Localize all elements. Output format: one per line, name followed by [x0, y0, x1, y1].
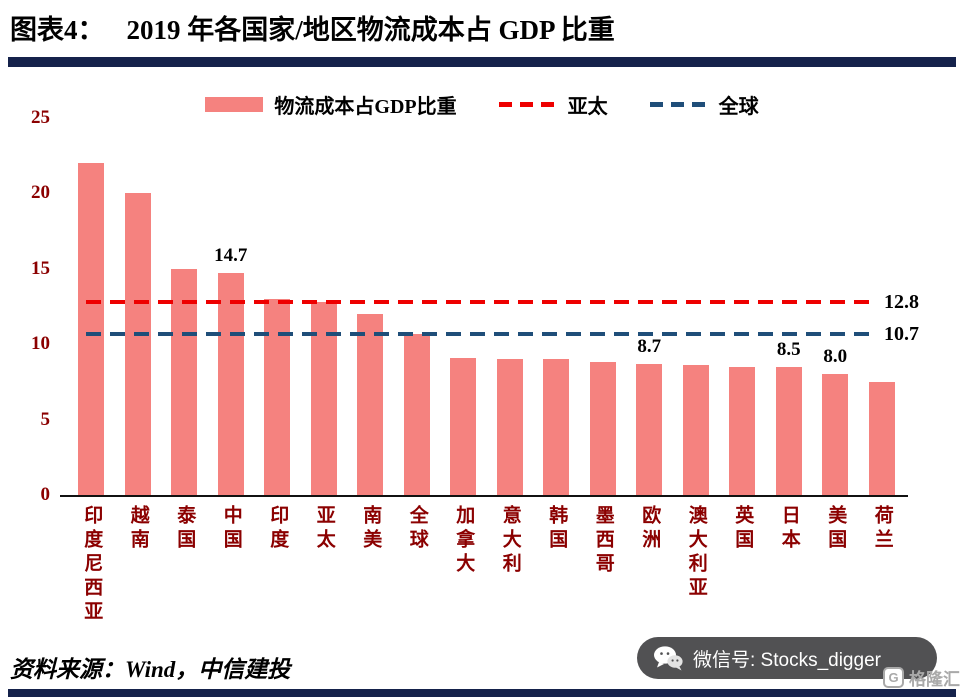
x-axis-category-label: 日本 — [778, 505, 800, 553]
x-axis-category-label: 印度 — [267, 505, 289, 553]
legend-item: 亚太 — [498, 90, 608, 119]
bar — [729, 366, 756, 495]
bar-value-label: 8.0 — [823, 346, 848, 368]
x-axis-line — [60, 495, 908, 497]
legend-label: 物流成本占GDP比重 — [274, 96, 457, 118]
bar — [822, 374, 849, 495]
bar — [496, 359, 523, 495]
x-axis-category-label: 欧洲 — [639, 505, 661, 553]
reference-line-global — [86, 331, 876, 336]
y-axis-tick-label: 25 — [31, 107, 50, 128]
wechat-label: 微信号: Stocks_digger — [693, 649, 881, 671]
bottom-divider — [8, 689, 956, 697]
x-axis-category-label: 意大利 — [499, 505, 521, 577]
y-axis-tick-label: 20 — [31, 182, 50, 204]
legend-item: 物流成本占GDP比重 — [205, 90, 457, 119]
bar — [450, 357, 477, 495]
x-axis-category-label: 全球 — [406, 505, 428, 553]
x-axis-category-label: 澳大利亚 — [685, 505, 707, 601]
x-axis-category-label: 亚太 — [313, 505, 335, 553]
y-axis-tick-label: 0 — [40, 484, 51, 505]
x-axis-category-label: 南美 — [360, 505, 382, 553]
bar-value-label: 14.7 — [214, 245, 248, 267]
bar — [78, 163, 105, 495]
legend-dash-swatch — [498, 102, 557, 107]
y-axis-tick-label: 10 — [31, 333, 50, 355]
x-axis-category-label: 英国 — [732, 505, 754, 553]
bar-value-label: 8.5 — [776, 338, 801, 360]
legend-label: 亚太 — [567, 96, 608, 118]
bar — [217, 273, 244, 495]
figure-header: 图表4： 2019 年各国家/地区物流成本占 GDP 比重 — [10, 8, 615, 47]
figure-title: 2019 年各国家/地区物流成本占 GDP 比重 — [126, 15, 615, 45]
reference-line-apac — [86, 299, 876, 304]
y-axis-tick-label: 15 — [31, 257, 50, 279]
wechat-icon — [654, 645, 683, 670]
x-axis-category-label: 泰国 — [174, 505, 196, 553]
source-note: 资料来源：Wind，中信建投 — [10, 657, 291, 682]
gelonghui-logo-text: 格隆汇 — [909, 670, 960, 689]
chart-legend: 物流成本占GDP比重 亚太 全球 — [0, 90, 964, 119]
gelonghui-logo-icon: G — [883, 667, 904, 688]
x-axis-category-label: 加拿大 — [453, 505, 475, 577]
bar — [589, 362, 616, 495]
x-axis-category-label: 荷兰 — [871, 505, 893, 553]
bar — [636, 363, 663, 495]
bar-value-label: 8.7 — [637, 335, 662, 357]
bar — [357, 314, 384, 495]
bar — [775, 366, 802, 495]
bar — [868, 381, 895, 495]
legend-label: 全球 — [718, 96, 759, 118]
legend-item: 全球 — [649, 90, 759, 119]
x-axis-category-label: 印度尼西亚 — [81, 505, 103, 625]
y-axis-tick-label: 5 — [40, 408, 51, 430]
bar — [124, 193, 151, 495]
bar — [171, 268, 198, 495]
bar — [682, 365, 709, 495]
x-axis-category-label: 美国 — [825, 505, 847, 553]
legend-bar-swatch — [205, 97, 264, 112]
x-axis-category-label: 越南 — [127, 505, 149, 553]
figure-label: 图表4： — [10, 15, 105, 45]
x-axis-category-label: 韩国 — [546, 505, 568, 553]
reference-line-value-label: 12.8 — [884, 290, 919, 313]
legend-dash-swatch — [649, 102, 708, 107]
top-divider — [8, 57, 956, 67]
gelonghui-logo: G 格隆汇 — [883, 665, 960, 690]
bar — [264, 298, 291, 495]
x-axis-category-label: 墨西哥 — [592, 505, 614, 577]
x-axis-category-label: 中国 — [220, 505, 242, 553]
bar — [403, 333, 430, 495]
reference-line-value-label: 10.7 — [884, 322, 919, 345]
bar — [543, 359, 570, 495]
